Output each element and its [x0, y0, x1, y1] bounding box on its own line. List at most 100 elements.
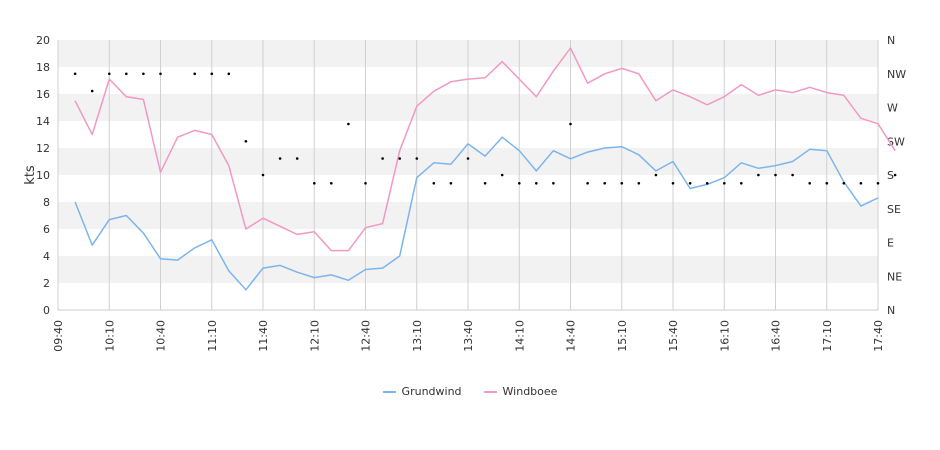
vertical-gridlines: [57, 40, 879, 310]
direction-marker: [193, 72, 196, 76]
legend-item-grundwind[interactable]: Grundwind: [382, 385, 462, 398]
legend-item-windboee[interactable]: Windboee: [483, 385, 558, 398]
direction-marker: [73, 72, 77, 76]
x-axis-ticks: 09:40 10:10 10:40 11:10 11:40 12:10 12:40 13:10…: [52, 320, 885, 352]
direction-marker: [637, 182, 641, 185]
y-tick-label: 4: [43, 250, 50, 263]
direction-marker: [347, 122, 350, 126]
direction-markers: [73, 72, 897, 185]
direction-marker: [108, 72, 111, 76]
direction-marker: [261, 173, 265, 177]
y-tick-label: 18: [36, 61, 50, 74]
direction-marker: [483, 182, 487, 185]
direction-tick-label: NW: [887, 68, 906, 81]
legend-label-grundwind: Grundwind: [401, 385, 462, 398]
direction-marker: [227, 72, 231, 76]
direction-marker: [671, 182, 675, 185]
x-tick-label: 15:10: [616, 320, 629, 352]
direction-marker: [500, 173, 504, 177]
y-tick-label: 14: [36, 115, 50, 128]
y-tick-label: 8: [43, 196, 50, 209]
legend-swatch-grundwind: [382, 390, 396, 393]
direction-marker: [842, 182, 846, 185]
direction-marker: [552, 182, 555, 185]
direction-marker: [654, 173, 658, 177]
x-tick-label: 17:10: [821, 320, 834, 352]
direction-marker: [381, 157, 384, 160]
y-tick-label: 20: [36, 34, 50, 47]
direction-tick-label: NE: [887, 270, 902, 283]
x-tick-label: 11:40: [257, 320, 270, 352]
x-tick-label: 14:10: [513, 320, 526, 352]
direction-marker: [774, 173, 777, 177]
y-tick-label: 0: [43, 304, 50, 317]
direction-marker: [295, 157, 299, 160]
direction-marker: [142, 72, 145, 76]
direction-tick-label: E: [887, 237, 894, 250]
direction-marker: [398, 157, 402, 160]
x-tick-label: 12:40: [360, 320, 373, 352]
direction-marker: [876, 182, 880, 185]
direction-marker: [757, 173, 760, 177]
y-tick-label: 16: [36, 88, 50, 101]
direction-marker: [586, 182, 589, 185]
x-tick-label: 15:40: [667, 320, 680, 352]
x-tick-label: 17:40: [872, 320, 885, 352]
x-tick-label: 12:10: [308, 320, 321, 352]
y-tick-label: 6: [43, 223, 50, 236]
x-tick-label: 09:40: [52, 320, 65, 352]
y-axis-label: kts: [23, 165, 38, 185]
direction-marker: [449, 182, 453, 185]
direction-marker: [90, 89, 94, 93]
series-line-windboee: [74, 47, 896, 252]
direction-marker: [415, 157, 419, 160]
legend-label-windboee: Windboee: [502, 385, 558, 398]
x-tick-label: 10:40: [155, 320, 168, 352]
direction-marker: [125, 72, 128, 76]
direction-marker: [740, 182, 743, 185]
direction-marker: [210, 72, 214, 76]
y-tick-label: 10: [36, 169, 50, 182]
x-tick-label: 16:10: [718, 320, 731, 352]
x-tick-label: 16:40: [770, 320, 783, 352]
direction-marker: [364, 182, 367, 185]
direction-marker: [569, 122, 572, 126]
direction-marker: [603, 182, 606, 185]
x-tick-label: 10:10: [103, 320, 116, 352]
x-tick-label: 11:10: [206, 320, 219, 352]
y-tick-label: 12: [36, 142, 50, 155]
direction-marker: [808, 182, 811, 185]
direction-marker: [893, 173, 897, 177]
direction-marker: [313, 182, 316, 185]
direction-marker: [159, 72, 162, 76]
direction-marker: [688, 182, 692, 185]
legend-swatch-windboee: [483, 390, 497, 393]
series-lines: [74, 47, 896, 291]
direction-marker: [466, 157, 470, 160]
direction-tick-label: N: [887, 304, 895, 317]
direction-tick-label: S: [887, 169, 894, 182]
direction-marker: [723, 182, 726, 185]
direction-marker: [705, 182, 709, 185]
direction-marker: [278, 157, 282, 160]
direction-marker: [825, 182, 829, 185]
series-line-grundwind: [74, 136, 879, 291]
direction-marker: [859, 182, 863, 185]
direction-marker: [244, 140, 248, 143]
x-tick-label: 13:40: [462, 320, 475, 352]
direction-tick-label: SE: [887, 203, 901, 216]
direction-marker: [620, 182, 624, 185]
direction-marker: [432, 182, 436, 185]
direction-tick-label: W: [887, 102, 898, 115]
direction-marker: [330, 182, 333, 185]
y-tick-label: 2: [43, 277, 50, 290]
y-axis-ticks: 0 2 4 6 8 10 12 14 16 18 20: [36, 34, 50, 317]
x-tick-label: 13:10: [411, 320, 424, 352]
direction-marker: [791, 173, 794, 177]
x-tick-label: 14:40: [565, 320, 578, 352]
legend: Grundwind Windboee: [0, 385, 940, 398]
direction-tick-label: N: [887, 34, 895, 47]
direction-marker: [535, 182, 538, 185]
